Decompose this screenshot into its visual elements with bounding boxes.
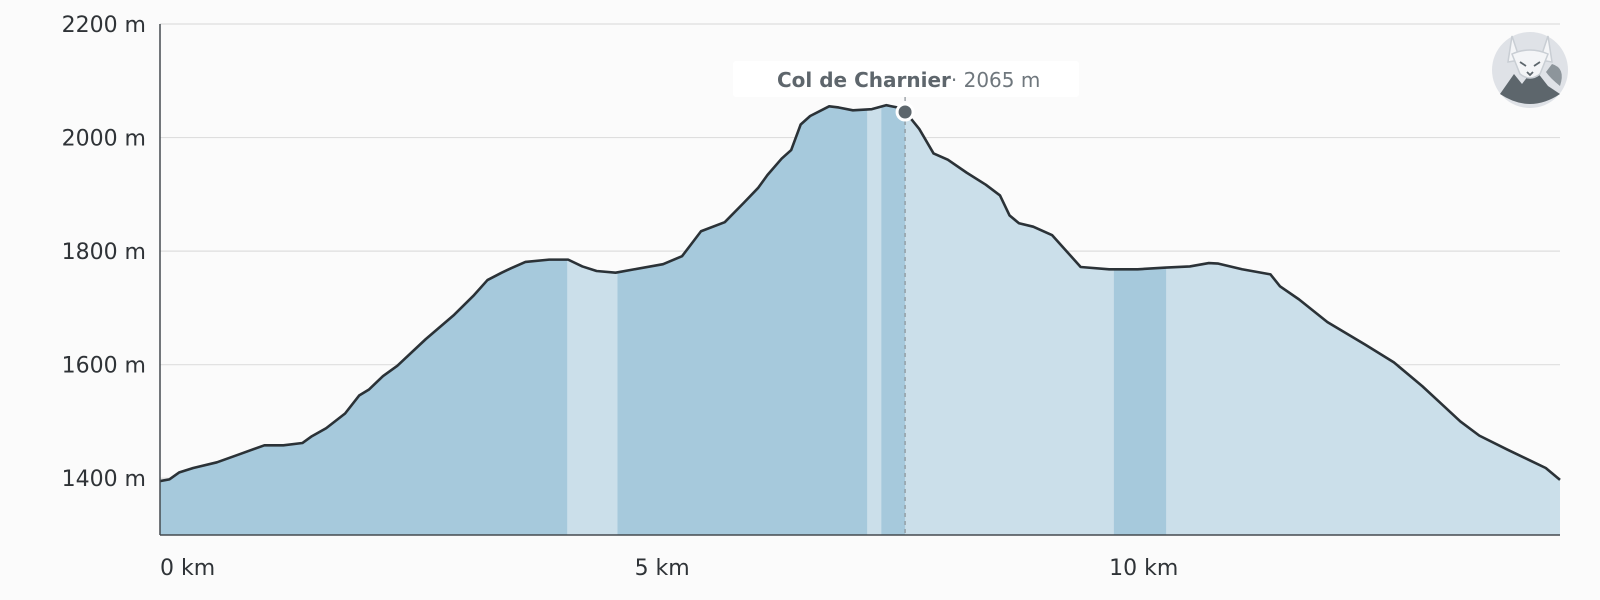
x-tick-labels: 0 km 5 km 10 km	[160, 556, 1178, 581]
tooltip-box	[733, 61, 1079, 97]
y-tick-label-2: 1800 m	[62, 240, 146, 265]
elevation-line	[159, 103, 1561, 483]
y-tick-labels: 1400 m 1600 m 1800 m 2000 m 2200 m	[62, 13, 146, 492]
x-tick-label-1: 5 km	[635, 556, 690, 581]
y-tick-label-3: 2000 m	[62, 127, 146, 152]
x-tick-label-0: 0 km	[160, 556, 215, 581]
x-tick-label-2: 10 km	[1109, 556, 1178, 581]
fox-mountain-logo-icon	[1492, 32, 1568, 108]
tooltip-text: Col de Charnier· 2065 m	[777, 68, 1040, 92]
selected-point-marker[interactable]	[895, 97, 915, 535]
axes	[159, 24, 1560, 536]
y-tick-label-0: 1400 m	[62, 467, 146, 492]
y-tick-label-1: 1600 m	[62, 354, 146, 379]
elevation-area	[160, 105, 1560, 535]
tooltip-elevation: · 2065 m	[951, 68, 1040, 92]
highlight-band-1	[867, 105, 882, 535]
marker-dot[interactable]	[895, 102, 915, 122]
tooltip: Col de Charnier· 2065 m	[733, 61, 1079, 97]
area-completed-section	[160, 105, 906, 535]
y-tick-label-4: 2200 m	[62, 13, 146, 38]
highlight-band-2	[1113, 105, 1167, 535]
tooltip-pass-name: Col de Charnier	[777, 68, 951, 92]
highlight-band-0	[567, 105, 618, 535]
